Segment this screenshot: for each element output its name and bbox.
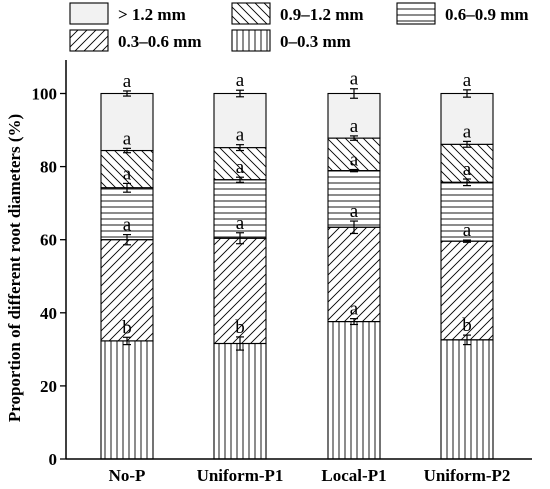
legend-label: 0.6–0.9 mm xyxy=(445,5,529,24)
legend-item-0-0-3-mm: 0–0.3 mm xyxy=(231,29,351,52)
significance-label: a xyxy=(350,201,359,222)
legend: > 1.2 mm 0.9–1.2 mm 0.6–0.9 mm 0.3–0.6 mm 0–… xyxy=(69,2,529,52)
bar-segment-1-2-mm xyxy=(100,92,154,152)
error-bar xyxy=(350,318,358,326)
error-bar xyxy=(236,336,244,351)
bar-segment-0-0-3-mm xyxy=(100,340,154,460)
y-tick-label: 60 xyxy=(40,231,57,250)
significance-label: b xyxy=(235,317,245,338)
significance-label: a xyxy=(463,70,472,91)
error-bar xyxy=(463,178,471,187)
significance-label: a xyxy=(350,150,359,171)
x-tick-label: No-P xyxy=(109,466,146,485)
y-tick-label: 40 xyxy=(40,304,57,323)
bar-segment-0-6-0-9-mm xyxy=(327,170,381,228)
legend-item-0-9-1-2-mm: 0.9–1.2 mm xyxy=(231,2,364,25)
legend-swatch xyxy=(69,2,109,25)
error-bar xyxy=(236,176,244,183)
significance-label: a xyxy=(350,69,359,90)
legend-item-0-3-0-6-mm: 0.3–0.6 mm xyxy=(69,29,202,52)
bar-segment-0-9-1-2-mm xyxy=(440,143,494,183)
legend-label: 0.9–1.2 mm xyxy=(280,5,364,24)
error-bar xyxy=(463,334,471,346)
significance-label: a xyxy=(236,125,245,146)
y-tick-label: 80 xyxy=(40,158,57,177)
legend-label: 0.3–0.6 mm xyxy=(118,32,202,51)
significance-label: a xyxy=(350,299,359,320)
y-tick-label: 0 xyxy=(49,450,58,469)
legend-label: > 1.2 mm xyxy=(118,5,186,24)
error-bar xyxy=(463,140,471,148)
significance-label: b xyxy=(122,317,132,338)
bar-segment-0-0-3-mm xyxy=(440,339,494,460)
significance-label: a xyxy=(463,121,472,142)
error-bar xyxy=(123,90,131,97)
bar-segment-0-6-0-9-mm xyxy=(100,187,154,241)
bar-segment-0-3-0-6-mm xyxy=(440,240,494,341)
x-tick-label: Uniform-P1 xyxy=(197,466,284,485)
x-tick-label: Local-P1 xyxy=(321,466,386,485)
bar-segment-1-2-mm xyxy=(327,92,381,139)
error-bar xyxy=(123,336,131,346)
bar-segment-0-0-3-mm xyxy=(213,342,267,460)
error-bar xyxy=(123,182,131,193)
y-axis-label: Proportion of different root diameters (… xyxy=(5,114,24,422)
significance-label: a xyxy=(463,220,472,241)
legend-label: 0–0.3 mm xyxy=(280,32,351,51)
bar-segment-0-0-3-mm xyxy=(327,321,381,460)
x-tick-label: Uniform-P2 xyxy=(424,466,511,485)
legend-item-0-6-0-9-mm: 0.6–0.9 mm xyxy=(396,2,529,25)
significance-label: a xyxy=(123,71,132,92)
error-bar xyxy=(463,239,471,243)
legend-swatch xyxy=(69,29,109,52)
legend-item-1-2-mm: > 1.2 mm xyxy=(69,2,186,25)
error-bar xyxy=(350,88,358,99)
bar-segment-0-6-0-9-mm xyxy=(440,181,494,242)
error-bar xyxy=(236,144,244,152)
error-bar xyxy=(350,220,358,235)
y-tick-label: 100 xyxy=(32,85,58,104)
error-bar xyxy=(463,89,471,98)
error-bar xyxy=(350,135,358,141)
significance-label: a xyxy=(350,116,359,137)
error-bar xyxy=(123,147,131,154)
legend-swatch xyxy=(231,29,271,52)
bar-segment-0-3-0-6-mm xyxy=(100,239,154,342)
bar-segment-0-9-1-2-mm xyxy=(100,149,154,189)
legend-swatch xyxy=(396,2,436,25)
significance-label: a xyxy=(123,163,132,184)
bar-segment-0-3-0-6-mm xyxy=(213,237,267,345)
significance-label: a xyxy=(123,215,132,236)
error-bar xyxy=(350,168,358,173)
significance-label: a xyxy=(463,159,472,180)
significance-label: a xyxy=(236,213,245,234)
error-bar xyxy=(236,232,244,245)
significance-label: b xyxy=(462,315,472,336)
error-bar xyxy=(236,89,244,98)
y-tick-label: 20 xyxy=(40,377,57,396)
significance-label: a xyxy=(236,157,245,178)
significance-label: a xyxy=(236,70,245,91)
axes: 0 20 40 60 80 100 No-P Uniform-P1 Local-P1 Unifor… xyxy=(32,60,532,485)
error-bar xyxy=(123,233,131,246)
significance-label: a xyxy=(123,128,132,149)
legend-swatch xyxy=(231,2,271,25)
